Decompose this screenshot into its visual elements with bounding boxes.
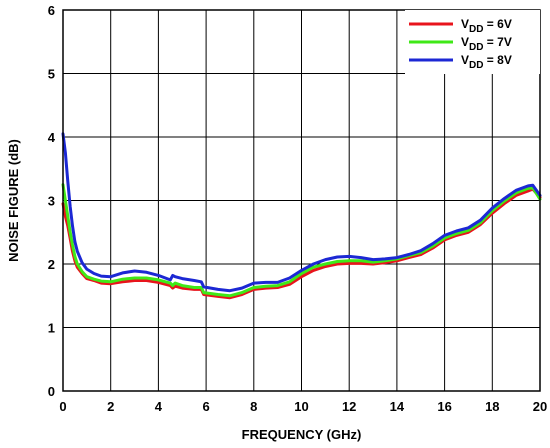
series-lines xyxy=(61,132,542,300)
y-tick-label: 4 xyxy=(48,130,56,145)
y-tick-label: 3 xyxy=(48,194,55,209)
x-tick-labels: 0 2 4 6 8 10 12 14 16 18 20 xyxy=(59,399,547,414)
x-axis-title: FREQUENCY (GHz) xyxy=(242,427,362,442)
y-tick-label: 1 xyxy=(48,321,55,336)
y-tick-labels: 0 1 2 3 4 5 6 xyxy=(48,3,56,399)
legend-label-2: VDD = 7V xyxy=(461,35,512,53)
x-tick-label: 12 xyxy=(342,399,356,414)
x-tick-label: 0 xyxy=(59,399,66,414)
x-tick-label: 20 xyxy=(533,399,547,414)
x-tick-label: 18 xyxy=(485,399,499,414)
y-tick-label: 6 xyxy=(48,3,55,18)
series-line-3 xyxy=(61,132,542,293)
x-tick-label: 14 xyxy=(390,399,405,414)
y-tick-label: 0 xyxy=(48,384,55,399)
y-axis-title: NOISE FIGURE (dB) xyxy=(6,139,21,262)
x-tick-label: 16 xyxy=(437,399,451,414)
x-tick-label: 2 xyxy=(107,399,114,414)
x-tick-label: 10 xyxy=(294,399,308,414)
x-tick-label: 4 xyxy=(155,399,163,414)
legend-label-3: VDD = 8V xyxy=(461,53,512,71)
y-tick-label: 5 xyxy=(48,67,55,82)
series-line-2 xyxy=(61,183,542,298)
legend-label-1: VDD = 6V xyxy=(461,17,512,35)
x-tick-label: 8 xyxy=(250,399,257,414)
series-line-1 xyxy=(61,187,542,300)
x-tick-label: 6 xyxy=(202,399,209,414)
y-tick-label: 2 xyxy=(48,257,55,272)
plot-frame xyxy=(62,9,541,392)
